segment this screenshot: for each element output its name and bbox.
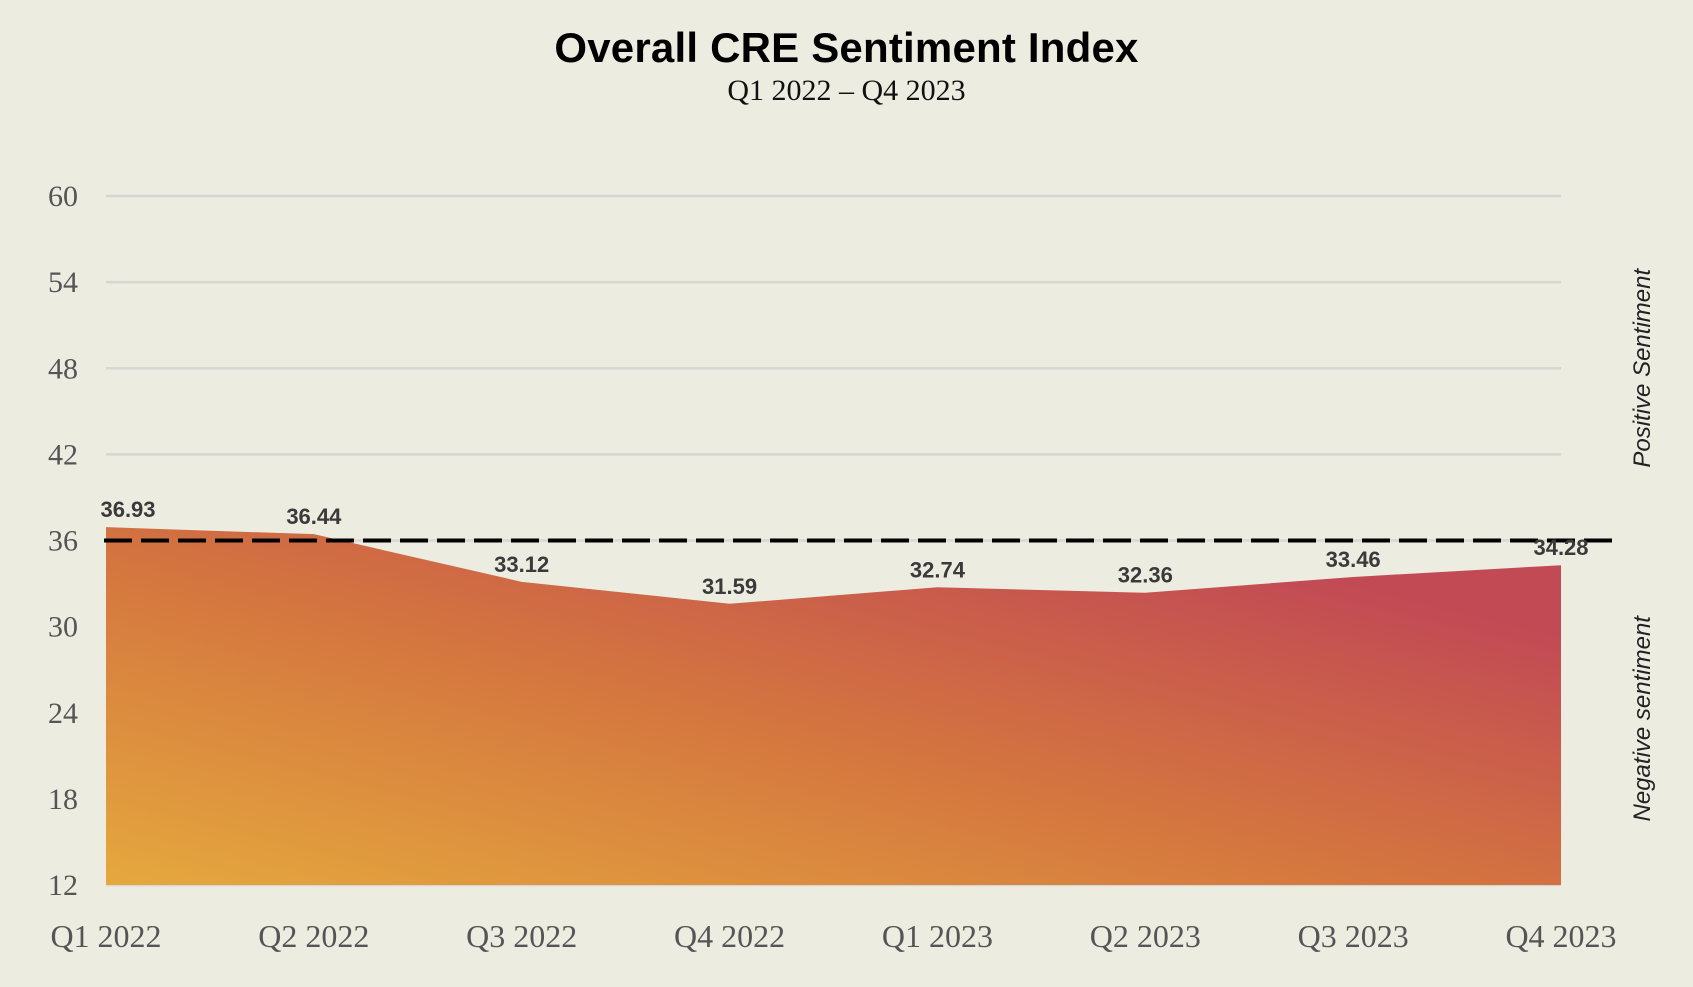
x-tick-label: Q4 2022 (674, 918, 785, 954)
y-tick-label: 54 (48, 266, 78, 299)
x-tick-label: Q3 2023 (1298, 918, 1409, 954)
y-tick-label: 30 (48, 611, 78, 644)
data-label: 32.36 (1118, 563, 1173, 588)
area-fill (106, 527, 1561, 885)
chart-title: Overall CRE Sentiment Index (554, 24, 1139, 71)
x-tick-label: Q2 2022 (258, 918, 369, 954)
data-label: 31.59 (702, 574, 757, 599)
y-tick-label: 42 (48, 438, 78, 471)
area-series (106, 527, 1561, 885)
x-tick-label: Q2 2023 (1090, 918, 1201, 954)
sentiment-annotations: Positive Sentiment Negative sentiment (1629, 268, 1656, 822)
data-label: 36.93 (100, 497, 155, 522)
data-label: 36.44 (286, 504, 342, 529)
y-tick-label: 36 (48, 525, 78, 558)
chart-subtitle: Q1 2022 – Q4 2023 (727, 74, 966, 107)
data-label: 33.46 (1326, 547, 1381, 572)
x-tick-label: Q1 2023 (882, 918, 993, 954)
positive-sentiment-label: Positive Sentiment (1629, 268, 1656, 468)
x-tick-label: Q3 2022 (466, 918, 577, 954)
y-tick-label: 12 (48, 869, 78, 902)
x-axis: Q1 2022 Q2 2022 Q3 2022 Q4 2022 Q1 2023 Q2 20… (50, 918, 1616, 954)
y-tick-label: 60 (48, 180, 78, 213)
y-axis: 12 18 24 30 36 42 48 54 60 (48, 180, 78, 902)
y-tick-label: 18 (48, 783, 78, 816)
negative-sentiment-label: Negative sentiment (1629, 615, 1656, 822)
y-tick-label: 24 (48, 697, 78, 730)
data-label: 33.12 (494, 552, 549, 577)
y-tick-label: 48 (48, 352, 78, 385)
data-label: 32.74 (910, 557, 966, 582)
data-labels: 36.93 36.44 33.12 31.59 32.74 32.36 33.46 34.28 (100, 497, 1588, 599)
x-tick-label: Q4 2023 (1505, 918, 1616, 954)
x-tick-label: Q1 2022 (50, 918, 161, 954)
data-label: 34.28 (1533, 535, 1588, 560)
